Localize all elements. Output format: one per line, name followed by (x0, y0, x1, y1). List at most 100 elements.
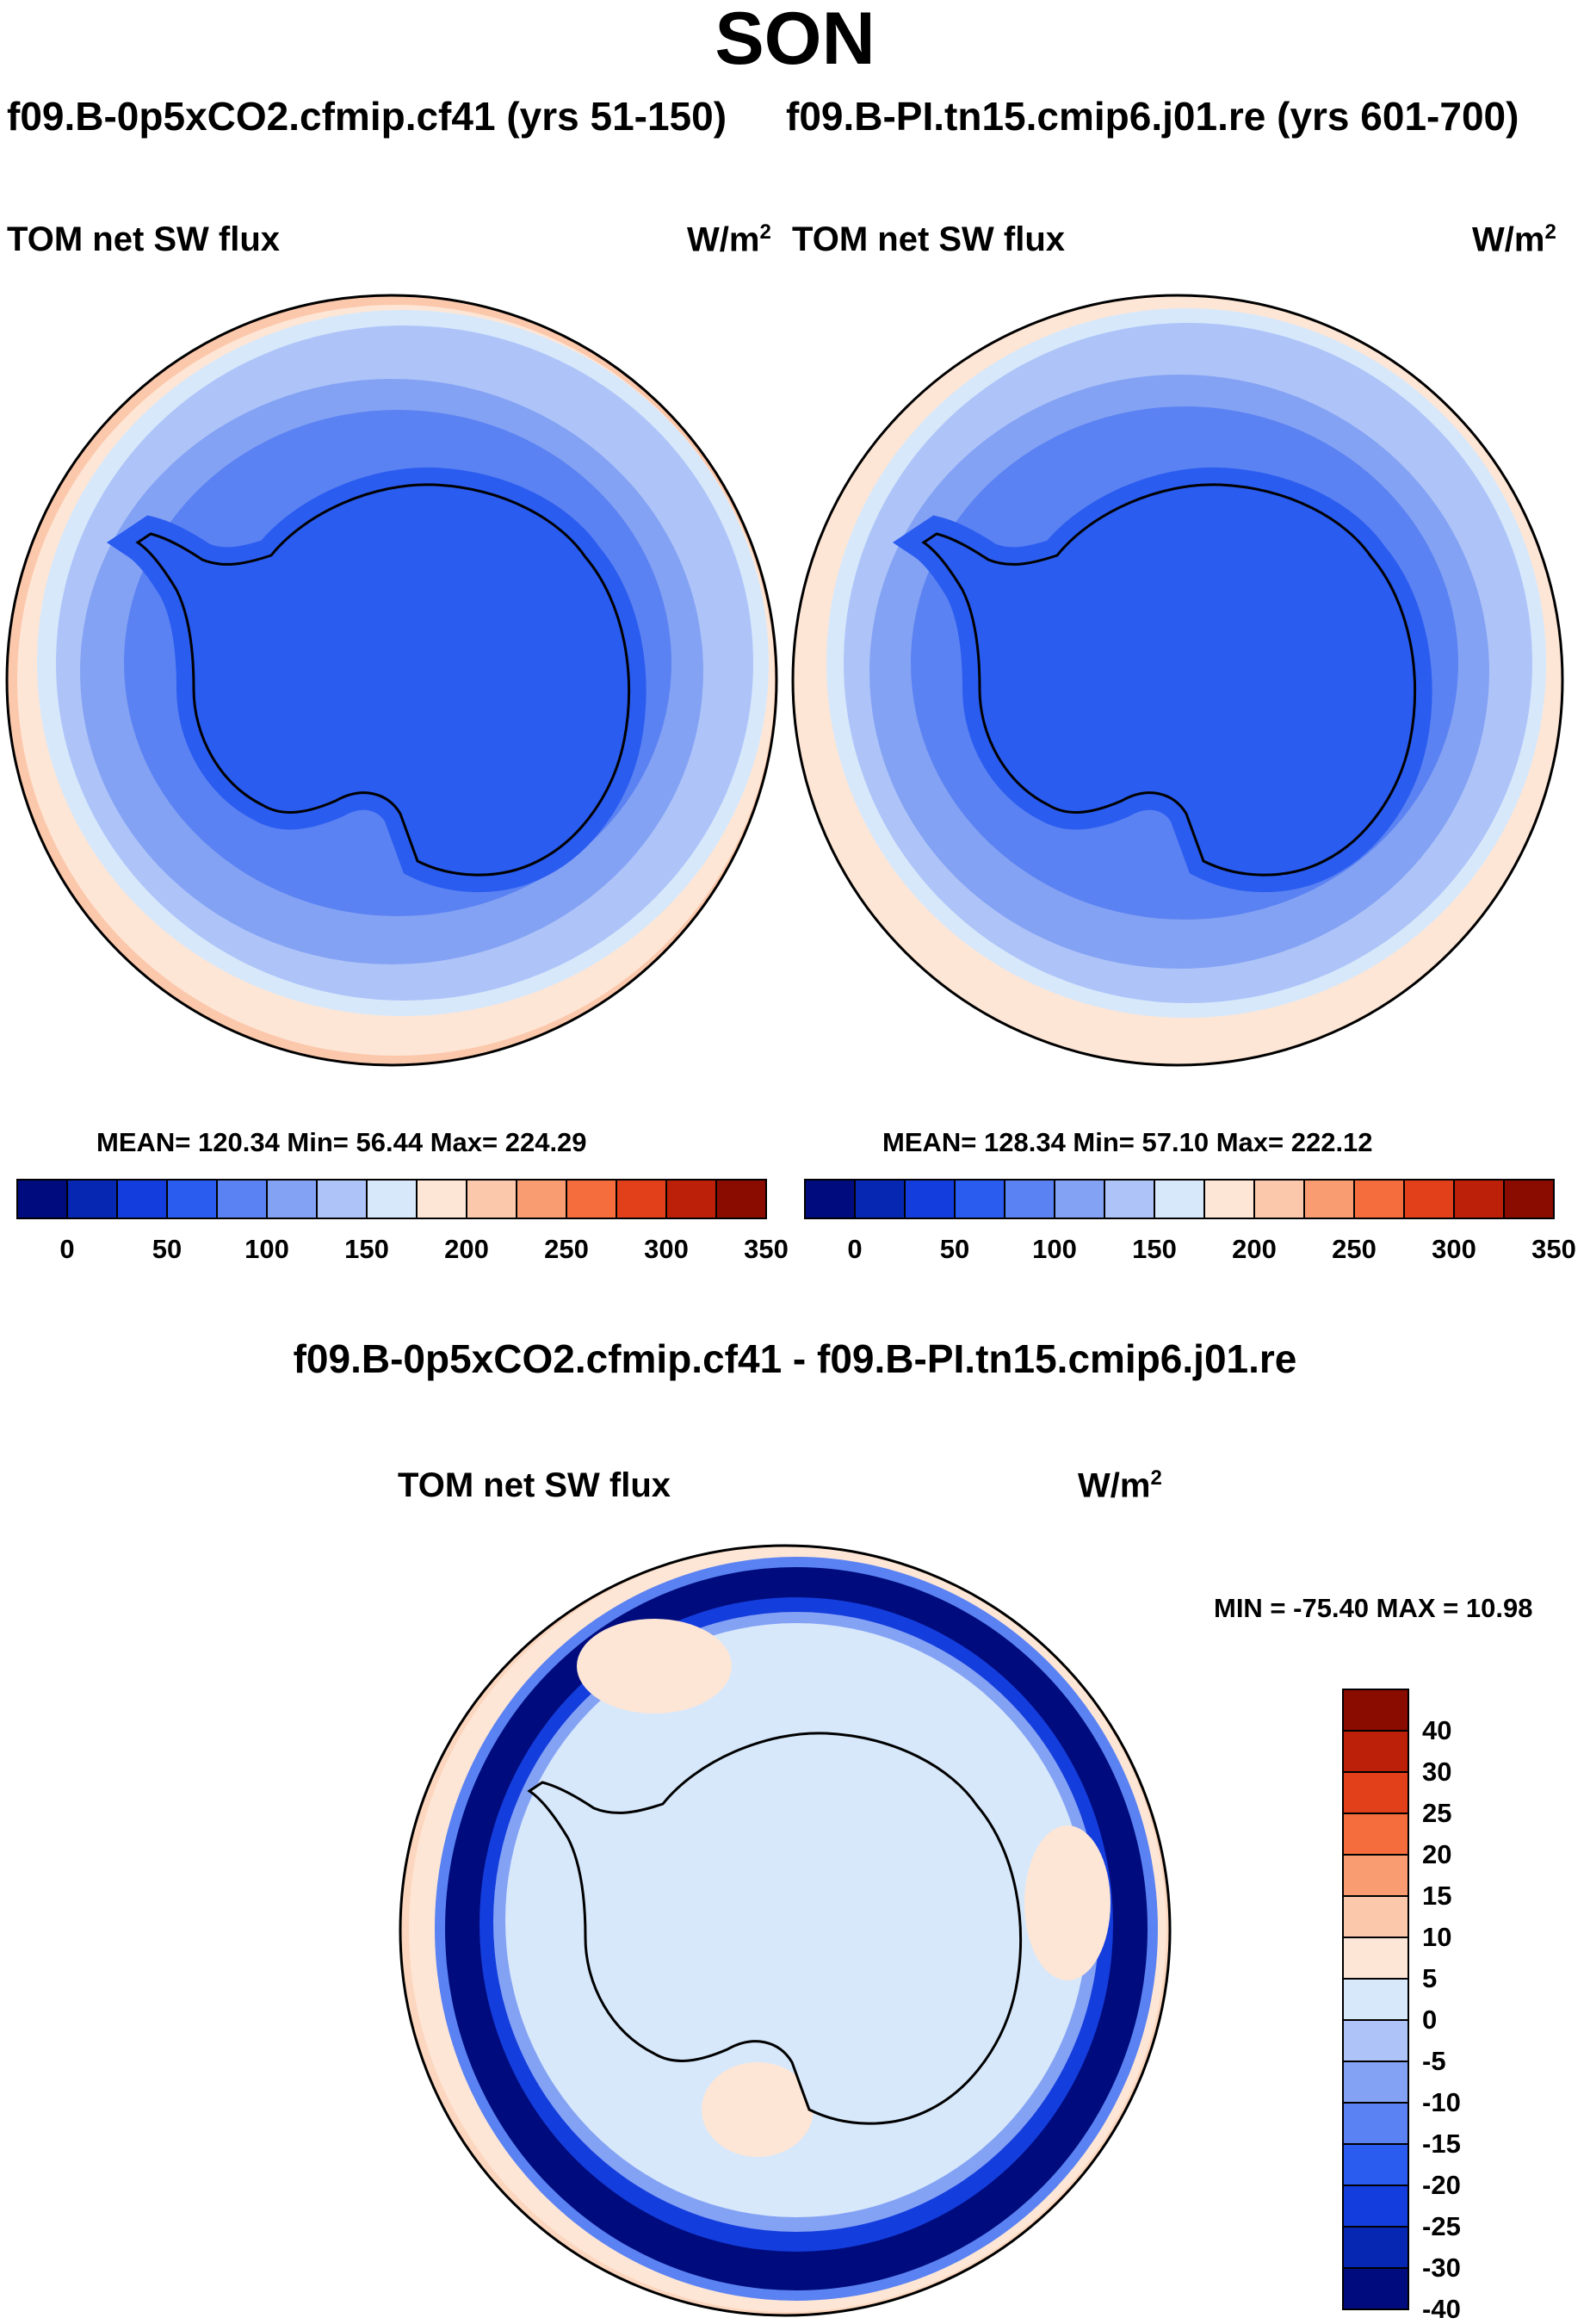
colorbar-tick-label: -40 (1422, 2294, 1461, 2324)
diff-variable-label: TOM net SW flux (398, 1466, 671, 1504)
colorbar-box (66, 1179, 118, 1219)
colorbar-tick-label: 100 (1032, 1234, 1077, 1264)
colorbar-box (366, 1179, 418, 1219)
colorbar-tick-label: 5 (1422, 1963, 1438, 1993)
colorbar-box (216, 1179, 268, 1219)
colorbar-box (566, 1179, 617, 1219)
diff-colorbar (1342, 1689, 1409, 2310)
colorbar-box (1203, 1179, 1255, 1219)
colorbar-box (116, 1179, 168, 1219)
colorbar-box (1104, 1179, 1155, 1219)
colorbar-tick-label: 250 (544, 1234, 589, 1264)
colorbar-box (715, 1179, 767, 1219)
left-map-fill (7, 295, 776, 1065)
figure-title: SON (715, 0, 875, 80)
colorbar-box (266, 1179, 318, 1219)
diff-map-fill (400, 1546, 1170, 2315)
colorbar-box (1453, 1179, 1505, 1219)
colorbar-tick-label: -10 (1422, 2087, 1461, 2117)
colorbar-box (616, 1179, 667, 1219)
colorbar-tick-label: -30 (1422, 2253, 1461, 2283)
colorbar-tick-label: 20 (1422, 1839, 1452, 1869)
colorbar-tick-label: 300 (1432, 1234, 1476, 1264)
diff-units-label: W/m2 (1078, 1468, 1162, 1503)
colorbar-box (16, 1179, 68, 1219)
diff-units-exp: 2 (1150, 1466, 1162, 1490)
colorbar-box (1303, 1179, 1355, 1219)
right-map-boundary (791, 294, 1564, 1067)
colorbar-box (804, 1179, 856, 1219)
colorbar-tick-label: 15 (1422, 1881, 1452, 1911)
colorbar-tick-label: 300 (644, 1234, 689, 1264)
colorbar-box (1342, 1895, 1409, 1938)
colorbar-tick-label: -25 (1422, 2211, 1461, 2241)
colorbar-box (1342, 1937, 1409, 1980)
colorbar-tick-label: 0 (59, 1234, 75, 1264)
diff-units-base: W/m (1078, 1466, 1151, 1505)
left-units-label: W/m2 (687, 222, 771, 257)
right-units-exp: 2 (1544, 220, 1556, 244)
colorbar-box (516, 1179, 567, 1219)
colorbar-box (1342, 2143, 1409, 2186)
left-map-boundary (5, 294, 778, 1067)
left-variable-label: TOM net SW flux (7, 220, 281, 258)
colorbar-box (1403, 1179, 1455, 1219)
colorbar-tick-label: 10 (1422, 1922, 1452, 1952)
colorbar-tick-label: 200 (1232, 1234, 1277, 1264)
colorbar-tick-label: 100 (244, 1234, 289, 1264)
colorbar-tick-label: 250 (1332, 1234, 1377, 1264)
right-units-base: W/m (1472, 220, 1545, 259)
colorbar-box (1342, 2226, 1409, 2269)
colorbar-tick-label: -20 (1422, 2170, 1461, 2200)
colorbar-tick-label: -15 (1422, 2129, 1461, 2159)
right-case-title: f09.B-PI.tn15.cmip6.j01.re (yrs 601-700) (786, 94, 1519, 139)
colorbar-box (665, 1179, 717, 1219)
colorbar-tick-label: -5 (1422, 2046, 1446, 2076)
colorbar-box (1342, 1730, 1409, 1773)
colorbar-box (854, 1179, 906, 1219)
colorbar-tick-label: 0 (1422, 2005, 1438, 2035)
colorbar-tick-label: 200 (444, 1234, 489, 1264)
colorbar-tick-label: 30 (1422, 1757, 1452, 1787)
colorbar-box (1342, 1771, 1409, 1814)
colorbar-box (1342, 2102, 1409, 2145)
colorbar-tick-label: 150 (344, 1234, 389, 1264)
colorbar-box (904, 1179, 956, 1219)
colorbar-tick-label: 350 (1531, 1234, 1576, 1264)
colorbar-tick-label: 40 (1422, 1715, 1452, 1745)
right-variable-label: TOM net SW flux (792, 220, 1066, 258)
colorbar-box (1353, 1179, 1405, 1219)
colorbar-box (1342, 1813, 1409, 1856)
colorbar-box (1342, 2019, 1409, 2062)
diff-map-boundary (399, 1544, 1172, 2317)
colorbar-tick-label: 350 (744, 1234, 789, 1264)
diff-stats: MIN = -75.40 MAX = 10.98 (1214, 1593, 1533, 1623)
colorbar-box (1253, 1179, 1305, 1219)
colorbar-box (1004, 1179, 1055, 1219)
colorbar-box (954, 1179, 1005, 1219)
left-stats: MEAN= 120.34 Min= 56.44 Max= 224.29 (96, 1127, 587, 1157)
colorbar-box (1503, 1179, 1555, 1219)
colorbar-tick-label: 50 (152, 1234, 183, 1264)
left-map (5, 294, 778, 1067)
left-units-base: W/m (687, 220, 760, 259)
colorbar-tick-label: 0 (847, 1234, 863, 1264)
colorbar-box (166, 1179, 218, 1219)
right-colorbar (804, 1179, 1555, 1219)
colorbar-box (1342, 2061, 1409, 2104)
colorbar-tick-label: 50 (939, 1234, 970, 1264)
right-stats: MEAN= 128.34 Min= 57.10 Max= 222.12 (882, 1127, 1373, 1157)
colorbar-tick-label: 25 (1422, 1798, 1452, 1828)
colorbar-tick-label: 150 (1132, 1234, 1177, 1264)
colorbar-box (1342, 2185, 1409, 2228)
colorbar-box (316, 1179, 368, 1219)
right-map (791, 294, 1564, 1067)
colorbar-box (1054, 1179, 1105, 1219)
colorbar-box (1342, 1854, 1409, 1897)
colorbar-box (1342, 1978, 1409, 2021)
diff-map (399, 1544, 1172, 2317)
right-map-fill (793, 295, 1562, 1065)
left-units-exp: 2 (759, 220, 771, 244)
right-units-label: W/m2 (1472, 222, 1556, 257)
